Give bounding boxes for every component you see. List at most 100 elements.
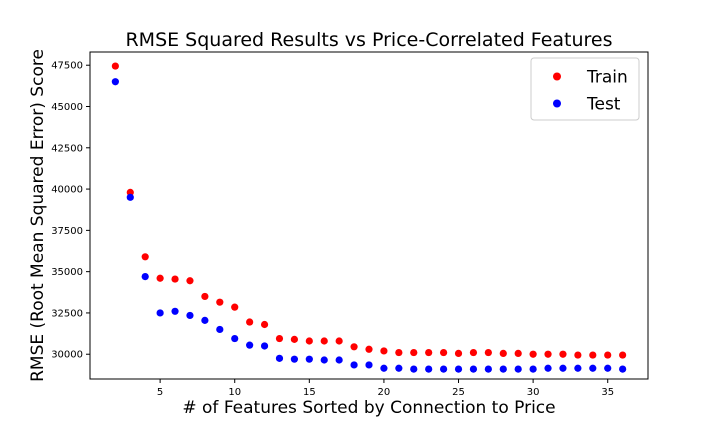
train-point	[201, 292, 209, 301]
train-point	[246, 318, 254, 326]
test-point	[216, 325, 224, 334]
train-point	[275, 334, 284, 343]
chart-title: RMSE Squared Results vs Price-Correlated…	[125, 29, 612, 51]
test-point	[395, 364, 403, 372]
train-point	[410, 348, 418, 357]
x-tick-label: 10	[228, 387, 241, 398]
test-point	[350, 361, 358, 369]
legend-marker-train	[553, 72, 561, 81]
train-point	[141, 253, 149, 261]
train-point	[380, 347, 388, 355]
train-point	[126, 188, 134, 196]
train-point	[335, 337, 343, 345]
test-point	[559, 364, 567, 372]
y-tick-label: 35000	[51, 267, 83, 278]
train-point	[260, 320, 269, 329]
test-point	[544, 364, 552, 372]
legend-label-train: Train	[586, 68, 628, 88]
test-point	[454, 365, 463, 373]
y-tick-label: 30000	[51, 350, 83, 361]
x-tick-label: 35	[601, 387, 614, 398]
x-tick-label: 30	[527, 387, 540, 398]
train-point	[619, 351, 627, 359]
y-tick-label: 42500	[51, 143, 83, 154]
series-train-points	[111, 62, 627, 359]
train-point	[469, 348, 478, 357]
test-point	[186, 311, 194, 320]
train-point	[544, 350, 552, 358]
y-axis-ticks: 30000 32500 35000 37500 40000 42500 45000 47500	[51, 61, 90, 361]
test-point	[574, 364, 582, 372]
train-point	[216, 298, 224, 306]
train-point	[604, 351, 612, 359]
train-point	[365, 345, 373, 353]
x-tick-label: 25	[452, 387, 465, 398]
train-point	[589, 351, 597, 359]
y-axis-label: RMSE (Root Mean Squared Error) Score	[28, 49, 48, 382]
x-axis-ticks: 5 10 15 20 25 30 35	[157, 379, 614, 398]
y-tick-label: 45000	[51, 102, 83, 113]
train-point	[111, 62, 119, 70]
train-point	[320, 337, 328, 345]
test-point	[469, 365, 478, 373]
test-point	[604, 364, 612, 372]
test-point	[365, 361, 373, 369]
series-test-points	[111, 78, 627, 373]
test-point	[380, 364, 388, 372]
legend-label-test: Test	[586, 95, 621, 115]
train-point	[425, 348, 433, 357]
y-tick-label: 37500	[51, 226, 83, 237]
test-point	[171, 307, 179, 315]
test-point	[514, 365, 522, 373]
test-point	[260, 342, 269, 350]
test-point	[484, 365, 492, 373]
test-point	[589, 364, 597, 372]
train-point	[350, 343, 358, 351]
train-point	[559, 350, 567, 358]
test-point	[499, 365, 507, 373]
x-tick-label: 15	[303, 387, 316, 398]
train-point	[499, 349, 507, 358]
test-point	[141, 273, 149, 281]
train-point	[454, 349, 463, 358]
y-tick-label: 47500	[51, 61, 83, 72]
test-point	[425, 365, 433, 373]
train-point	[514, 349, 522, 358]
test-point	[275, 354, 284, 362]
train-point	[484, 348, 492, 357]
train-point	[156, 274, 164, 282]
test-point	[290, 355, 299, 363]
test-point	[619, 365, 627, 373]
test-point	[201, 316, 209, 324]
train-point	[439, 348, 448, 357]
test-point	[529, 365, 537, 373]
x-tick-label: 5	[157, 387, 163, 398]
train-point	[171, 275, 179, 283]
y-tick-label: 32500	[51, 308, 83, 319]
test-point	[231, 334, 239, 343]
train-point	[231, 303, 239, 311]
train-point	[290, 335, 299, 343]
plot-frame	[89, 51, 649, 380]
test-point	[320, 356, 328, 364]
y-tick-label: 40000	[51, 185, 83, 196]
train-point	[305, 337, 313, 345]
plot-area	[89, 51, 649, 380]
test-point	[335, 356, 343, 364]
test-point	[126, 193, 134, 201]
legend-marker-test	[553, 99, 561, 108]
test-point	[410, 365, 418, 373]
legend: Train Test	[530, 57, 640, 121]
test-point	[305, 355, 313, 363]
test-point	[439, 365, 448, 373]
train-point	[574, 351, 582, 359]
x-tick-label: 20	[378, 387, 391, 398]
test-point	[111, 78, 119, 86]
test-point	[246, 341, 254, 349]
train-point	[186, 277, 194, 285]
test-point	[156, 309, 164, 317]
x-axis-label: # of Features Sorted by Connection to Pr…	[182, 398, 555, 418]
train-point	[395, 348, 403, 357]
train-point	[529, 350, 537, 358]
